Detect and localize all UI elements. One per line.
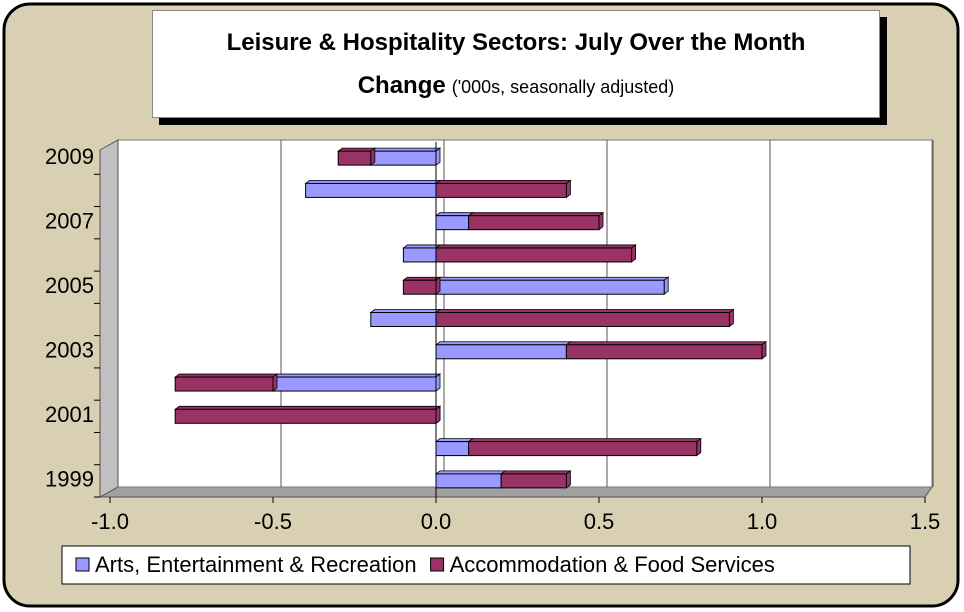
bar-side (272, 373, 278, 392)
bar (174, 408, 437, 424)
y-tick-label: 2009 (45, 144, 94, 169)
bar (435, 312, 730, 327)
bar-side (566, 179, 571, 199)
bar-side (696, 437, 702, 457)
bar (272, 376, 437, 392)
floor (98, 486, 933, 498)
bar (468, 215, 600, 231)
bar (435, 247, 633, 263)
x-tick-label: 0.5 (584, 509, 615, 534)
bar (402, 279, 437, 295)
x-tick-label: 0.0 (421, 509, 452, 534)
chart-subtitle: ('000s, seasonally adjusted) (451, 77, 675, 97)
y-tick-label: 2007 (45, 208, 94, 233)
y-tick-label: 2005 (45, 273, 94, 298)
x-tick-label: -1.0 (91, 509, 129, 534)
y-tick-label: 2001 (45, 402, 94, 427)
bar-side (370, 147, 376, 166)
bar-side (435, 373, 441, 392)
bar-side (435, 405, 441, 425)
bar (500, 473, 567, 489)
legend (61, 545, 911, 585)
bar (305, 182, 437, 198)
x-tick-label: 1.0 (747, 509, 778, 534)
chart-title: Leisure & Hospitality Sectors: July Over… (226, 29, 806, 99)
x-tick-label: -0.5 (254, 509, 292, 534)
title-box: Leisure & Hospitality Sectors: July Over… (152, 10, 880, 118)
bar-side (631, 244, 636, 263)
bar-side (729, 308, 734, 328)
y-tick-label: 1999 (45, 467, 94, 492)
legend-swatch (430, 557, 445, 572)
x-tick-label: 1.5 (910, 509, 941, 534)
bar-side (435, 147, 441, 166)
bar (174, 376, 274, 392)
bar-side (761, 340, 767, 360)
bar (565, 344, 763, 360)
side-wall (99, 139, 119, 498)
bar (370, 312, 437, 327)
bar (370, 150, 437, 166)
bar (435, 279, 665, 295)
bar (337, 150, 372, 166)
bar (435, 215, 470, 231)
bar (468, 441, 698, 457)
bar (402, 247, 437, 263)
bar (435, 182, 567, 198)
bar-side (566, 470, 571, 489)
y-tick-label: 2003 (45, 338, 94, 363)
bar-side (663, 276, 669, 296)
bar-side (435, 276, 441, 296)
bar-side (598, 211, 604, 231)
legend-label: Arts, Entertainment & Recreation (95, 552, 417, 577)
legend-swatch (75, 557, 90, 572)
legend-label: Accommodation & Food Services (450, 552, 775, 577)
bar (435, 441, 470, 457)
bar (435, 344, 567, 360)
bar (435, 473, 502, 489)
